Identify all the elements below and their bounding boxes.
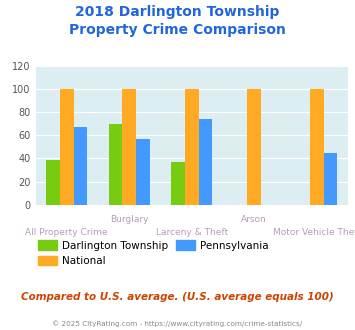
Legend: Darlington Township, National, Pennsylvania: Darlington Township, National, Pennsylva… (34, 236, 273, 270)
Bar (60, 89, 73, 205)
Bar (310, 89, 323, 205)
Bar (185, 89, 198, 205)
Text: Motor Vehicle Theft: Motor Vehicle Theft (273, 228, 355, 237)
Bar (323, 152, 337, 205)
Bar (136, 139, 150, 205)
Text: 2018 Darlington Township
Property Crime Comparison: 2018 Darlington Township Property Crime … (69, 5, 286, 37)
Text: Burglary: Burglary (110, 214, 148, 223)
Text: Larceny & Theft: Larceny & Theft (155, 228, 228, 237)
Bar (73, 127, 87, 205)
Text: Compared to U.S. average. (U.S. average equals 100): Compared to U.S. average. (U.S. average … (21, 292, 334, 302)
Text: All Property Crime: All Property Crime (26, 228, 108, 237)
Bar (122, 89, 136, 205)
Bar (46, 160, 60, 205)
Bar (109, 124, 122, 205)
Text: © 2025 CityRating.com - https://www.cityrating.com/crime-statistics/: © 2025 CityRating.com - https://www.city… (53, 321, 302, 327)
Text: Arson: Arson (241, 214, 267, 223)
Bar (171, 162, 185, 205)
Bar (198, 119, 212, 205)
Bar (247, 89, 261, 205)
